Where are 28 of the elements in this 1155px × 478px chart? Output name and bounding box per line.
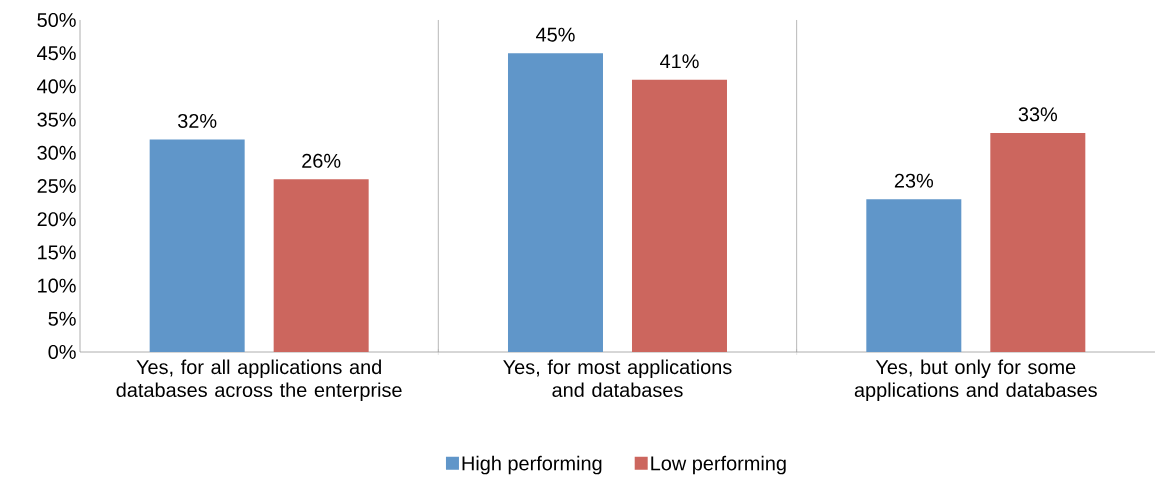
bar [149, 139, 245, 352]
y-tick-label: 25% [37, 178, 76, 194]
data-label: 45% [536, 27, 575, 42]
y-tick-label: 5% [48, 311, 76, 326]
legend-label: High performing [462, 455, 602, 475]
data-label: 41% [660, 54, 699, 69]
data-label: 32% [177, 113, 217, 128]
bar [631, 79, 727, 352]
y-tick-label: 0% [48, 344, 76, 360]
y-tick-label: 10% [38, 278, 76, 293]
data-label: 23% [894, 173, 934, 188]
y-tick-label: 35% [37, 112, 76, 127]
y-tick-label: 15% [38, 245, 76, 260]
legend-label: Low performing [651, 455, 786, 475]
y-tick-label: 40% [37, 79, 76, 94]
bar [990, 132, 1086, 352]
y-tick-label: 50% [37, 12, 76, 28]
data-label: 26% [302, 153, 341, 168]
y-tick-label: 20% [37, 212, 76, 227]
x-tick-label: Yes, for all applications and databases across the enterprise [116, 359, 402, 402]
bar [273, 179, 369, 352]
bar [866, 199, 962, 352]
x-tick-label: Yes, for most applications and databases [503, 359, 732, 398]
bar [507, 53, 603, 352]
data-label: 33% [1018, 107, 1058, 122]
y-tick-label: 45% [37, 46, 76, 61]
x-tick-label: Yes, but only for some applications and databases [854, 359, 1097, 402]
y-tick-label: 30% [37, 145, 76, 160]
